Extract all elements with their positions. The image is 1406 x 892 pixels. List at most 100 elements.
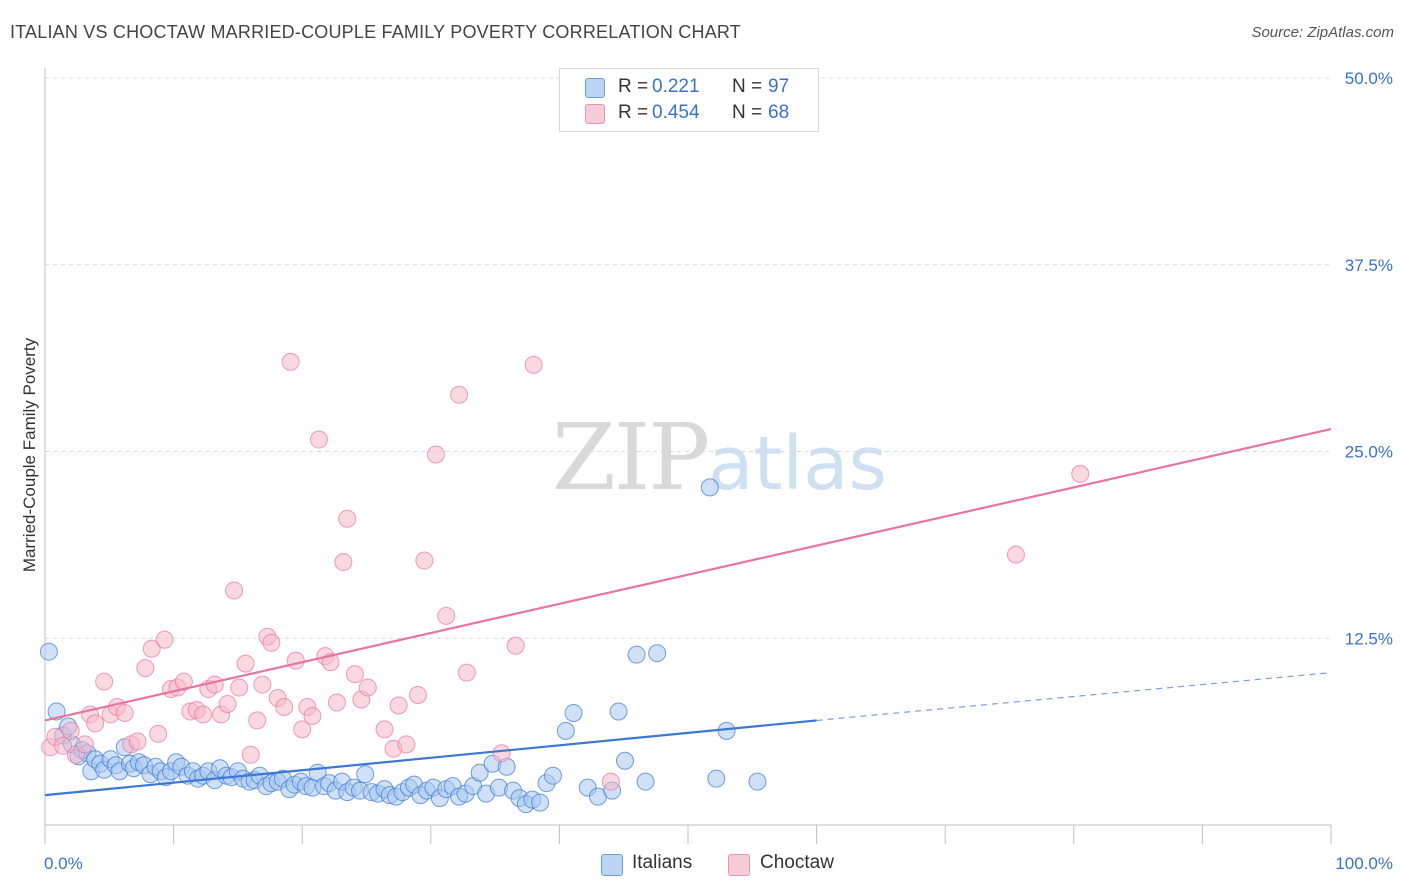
choctaw-point xyxy=(334,553,353,572)
legend-r-value: 0.221 xyxy=(652,76,700,97)
italians-point xyxy=(47,702,66,721)
choctaw-point xyxy=(95,672,114,691)
choctaw-point xyxy=(286,651,305,670)
tick-labels: 12.5% 25.0% 37.5% 50.0% 0.0% 100.0% Married-Co… xyxy=(20,69,1393,873)
y-tick-label: 50.0% xyxy=(1345,69,1393,88)
italians-legend-label: Italians xyxy=(632,852,693,873)
choctaw-point xyxy=(389,696,408,715)
choctaw-point xyxy=(457,663,476,682)
italians-point xyxy=(636,772,655,791)
choctaw-point xyxy=(275,697,294,716)
italians-point xyxy=(717,721,736,740)
choctaw-point xyxy=(236,654,255,673)
choctaw-point xyxy=(225,581,244,600)
choctaw-trend-line xyxy=(44,428,1332,722)
choctaw-point xyxy=(218,694,237,713)
choctaw-point xyxy=(241,745,260,764)
x-tick-label: 100.0% xyxy=(1335,854,1393,873)
choctaw-point xyxy=(128,732,147,751)
choctaw-point xyxy=(327,693,346,712)
choctaw-point xyxy=(338,509,357,528)
choctaw-point xyxy=(450,385,469,404)
legend-n-value: 97 xyxy=(768,76,790,97)
choctaw-legend-swatch xyxy=(728,854,750,876)
choctaw-point xyxy=(194,705,213,724)
italians-legend-swatch xyxy=(601,854,623,876)
choctaw-point xyxy=(115,703,134,722)
italians-point xyxy=(609,702,628,721)
legend-r-label: R = xyxy=(618,76,649,97)
stats-legend: R = 0.221 N = 97 R = 0.454 N = 68 xyxy=(559,68,819,132)
choctaw-point xyxy=(358,678,377,697)
choctaw-point xyxy=(492,744,511,763)
italians-point xyxy=(615,751,634,770)
italians-point xyxy=(707,769,726,788)
y-tick-label: 25.0% xyxy=(1345,443,1393,462)
trend-lines xyxy=(44,428,1332,797)
choctaw-point xyxy=(142,639,161,658)
choctaw-points xyxy=(41,352,1090,791)
italians-point xyxy=(356,765,375,784)
source-credit: Source: ZipAtlas.com xyxy=(1251,24,1394,41)
choctaw-point xyxy=(345,665,364,684)
italians-swatch xyxy=(585,78,605,98)
italians-trend-line xyxy=(44,719,817,797)
choctaw-point xyxy=(86,714,105,733)
choctaw-point xyxy=(136,659,155,678)
gridlines xyxy=(45,77,1331,639)
italians-point xyxy=(39,642,58,661)
choctaw-point xyxy=(205,675,224,694)
choctaw-point xyxy=(149,724,168,743)
legend-r-label: R = xyxy=(618,102,649,123)
italians-trend-extension xyxy=(816,672,1332,722)
watermark-atlas: atlas xyxy=(708,421,887,507)
italians-point xyxy=(470,763,489,782)
choctaw-point xyxy=(321,653,340,672)
italians-point xyxy=(556,721,575,740)
choctaw-point xyxy=(293,720,312,739)
choctaw-point xyxy=(415,551,434,570)
choctaw-legend-label: Choctaw xyxy=(760,852,834,873)
italians-point xyxy=(543,766,562,785)
choctaw-point xyxy=(437,606,456,625)
choctaw-swatch xyxy=(585,104,605,124)
chart-title: ITALIAN VS CHOCTAW MARRIED-COUPLE FAMILY… xyxy=(10,22,741,42)
choctaw-point xyxy=(230,678,249,697)
watermark-zip: ZIP xyxy=(552,404,710,511)
y-tick-label: 37.5% xyxy=(1345,256,1393,275)
choctaw-point xyxy=(601,772,620,791)
y-tick-label: 12.5% xyxy=(1345,629,1393,648)
italians-point xyxy=(700,478,719,497)
choctaw-point xyxy=(524,355,543,374)
choctaw-point xyxy=(408,686,427,705)
italians-point xyxy=(627,645,646,664)
watermark: ZIPatlas xyxy=(552,404,887,511)
italians-point xyxy=(748,772,767,791)
choctaw-point xyxy=(1006,545,1025,564)
axes xyxy=(44,68,1332,844)
choctaw-point xyxy=(309,430,328,449)
italians-point xyxy=(531,793,550,812)
choctaw-point xyxy=(375,720,394,739)
italians-point xyxy=(564,703,583,722)
choctaw-point xyxy=(426,445,445,464)
choctaw-point xyxy=(54,736,73,755)
legend-r-value: 0.454 xyxy=(652,102,700,123)
choctaw-point xyxy=(1071,464,1090,483)
legend-n-value: 68 xyxy=(768,102,790,123)
italians-point xyxy=(648,644,667,663)
choctaw-point xyxy=(281,352,300,371)
legend-n-label: N = xyxy=(732,76,763,97)
choctaw-point xyxy=(248,711,267,730)
choctaw-point xyxy=(506,636,525,655)
legend-n-label: N = xyxy=(732,102,763,123)
choctaw-point xyxy=(75,735,94,754)
x-tick-label: 0.0% xyxy=(44,854,83,873)
choctaw-point xyxy=(262,633,281,652)
choctaw-point xyxy=(61,721,80,740)
choctaw-point xyxy=(253,675,272,694)
choctaw-point xyxy=(303,706,322,725)
y-axis-title: Married-Couple Family Poverty xyxy=(20,337,39,572)
choctaw-point xyxy=(397,735,416,754)
